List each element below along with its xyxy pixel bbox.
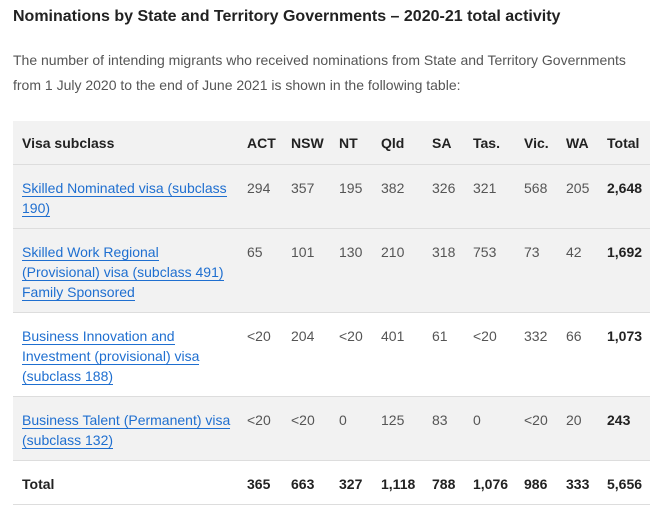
value-cell: 65 (238, 228, 282, 313)
total-value-cell: 365 (238, 460, 282, 505)
total-value-cell: 333 (557, 460, 598, 505)
value-cell: 73 (515, 228, 557, 313)
value-cell: 204 (282, 312, 330, 397)
total-value-cell: 663 (282, 460, 330, 505)
total-value-cell: 986 (515, 460, 557, 505)
table-row: Skilled Nominated visa (subclass 190) 294… (13, 164, 650, 229)
column-header: Vic. (515, 121, 557, 165)
value-cell: 382 (372, 164, 423, 229)
value-cell: 195 (330, 164, 372, 229)
value-cell: 125 (372, 396, 423, 461)
value-cell: <20 (282, 396, 330, 461)
column-header: NT (330, 121, 372, 165)
value-cell: 357 (282, 164, 330, 229)
value-cell: 294 (238, 164, 282, 229)
visa-cell: Skilled Nominated visa (subclass 190) (13, 164, 238, 229)
visa-cell: Business Innovation and Investment (prov… (13, 312, 238, 397)
value-cell: 401 (372, 312, 423, 397)
page-title: Nominations by State and Territory Gover… (13, 8, 561, 25)
total-value-cell: 5,656 (598, 460, 650, 505)
value-cell: 210 (372, 228, 423, 313)
column-header: ACT (238, 121, 282, 165)
value-cell: 0 (330, 396, 372, 461)
table-row: Business Talent (Permanent) visa (subcla… (13, 396, 650, 461)
total-row: Total 365 663 327 1,118 788 1,076 986 333 5,656 (13, 460, 650, 505)
visa-cell: Business Talent (Permanent) visa (subcla… (13, 396, 238, 461)
total-value-cell: 1,118 (372, 460, 423, 505)
value-cell: <20 (330, 312, 372, 397)
total-value-cell: 788 (423, 460, 464, 505)
visa-link[interactable]: Skilled Work Regional (Provisional) visa… (22, 244, 224, 301)
header-row: Visa subclass ACT NSW NT Qld SA Tas. Vic. WA Tota… (13, 121, 650, 165)
column-header: Tas. (464, 121, 515, 165)
value-cell: 42 (557, 228, 598, 313)
value-cell: <20 (464, 312, 515, 397)
column-header: NSW (282, 121, 330, 165)
total-label: Total (13, 460, 238, 505)
row-total-cell: 1,073 (598, 312, 650, 397)
value-cell: 321 (464, 164, 515, 229)
column-header: Total (598, 121, 650, 165)
value-cell: 326 (423, 164, 464, 229)
value-cell: <20 (238, 312, 282, 397)
column-header: SA (423, 121, 464, 165)
value-cell: 205 (557, 164, 598, 229)
row-total-cell: 1,692 (598, 228, 650, 313)
visa-link[interactable]: Business Innovation and Investment (prov… (22, 328, 200, 385)
visa-cell: Skilled Work Regional (Provisional) visa… (13, 228, 238, 313)
table-row: Business Innovation and Investment (prov… (13, 312, 650, 397)
value-cell: 83 (423, 396, 464, 461)
value-cell: <20 (238, 396, 282, 461)
value-cell: 568 (515, 164, 557, 229)
table-row: Skilled Work Regional (Provisional) visa… (13, 228, 650, 313)
total-value-cell: 327 (330, 460, 372, 505)
total-value-cell: 1,076 (464, 460, 515, 505)
value-cell: 101 (282, 228, 330, 313)
value-cell: 318 (423, 228, 464, 313)
column-header: WA (557, 121, 598, 165)
row-total-cell: 2,648 (598, 164, 650, 229)
visa-link[interactable]: Skilled Nominated visa (subclass 190) (22, 180, 227, 217)
row-total-cell: 243 (598, 396, 650, 461)
value-cell: 130 (330, 228, 372, 313)
column-header: Visa subclass (13, 121, 238, 165)
visa-link[interactable]: Business Talent (Permanent) visa (subcla… (22, 412, 231, 449)
value-cell: 61 (423, 312, 464, 397)
column-header: Qld (372, 121, 423, 165)
value-cell: 20 (557, 396, 598, 461)
value-cell: 332 (515, 312, 557, 397)
value-cell: 66 (557, 312, 598, 397)
value-cell: <20 (515, 396, 557, 461)
nominations-table: Visa subclass ACT NSW NT Qld SA Tas. Vic. WA Tota… (13, 121, 650, 505)
value-cell: 753 (464, 228, 515, 313)
intro-text: The number of intending migrants who rec… (13, 52, 626, 93)
value-cell: 0 (464, 396, 515, 461)
